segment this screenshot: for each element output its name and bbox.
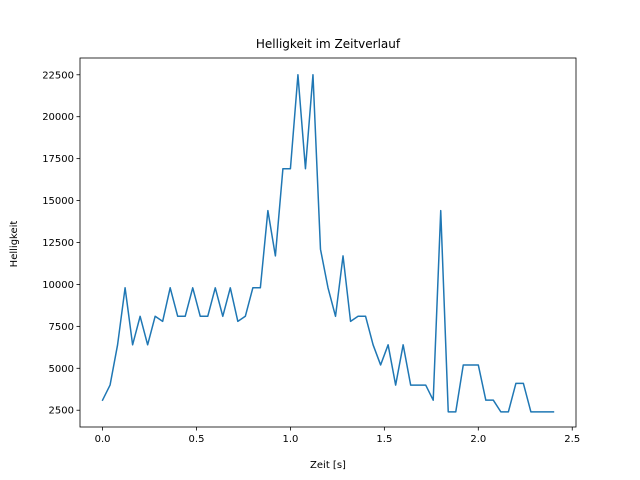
y-tick-label: 5000 [49, 364, 74, 375]
x-tick-label: 2.0 [470, 434, 486, 445]
series-line [101, 74, 555, 413]
y-tick-label: 2500 [49, 406, 74, 417]
chart-title: Helligkeit im Zeitverlauf [256, 37, 401, 51]
data-layer [101, 74, 555, 413]
y-tick-label: 22500 [42, 70, 74, 81]
y-axis-ticks: 2500 5000 7500 10000 12500 15000 17500 20000 225… [42, 70, 80, 417]
x-tick-label: 1.5 [376, 434, 392, 445]
y-tick-label: 10000 [42, 280, 74, 291]
x-axis-label: Zeit [s] [310, 460, 346, 471]
x-tick-label: 0.5 [189, 434, 205, 445]
x-tick-label: 0.0 [95, 434, 111, 445]
y-tick-label: 7500 [49, 322, 74, 333]
x-tick-label: 1.0 [282, 434, 298, 445]
y-tick-label: 12500 [42, 238, 74, 249]
y-tick-label: 15000 [42, 196, 74, 207]
x-tick-label: 2.5 [564, 434, 580, 445]
y-axis-label: Helligkeit [9, 221, 20, 268]
x-axis-ticks: 0.0 0.5 1.0 1.5 2.0 2.5 [95, 427, 580, 445]
y-tick-label: 20000 [42, 112, 74, 123]
y-tick-label: 17500 [42, 154, 74, 165]
